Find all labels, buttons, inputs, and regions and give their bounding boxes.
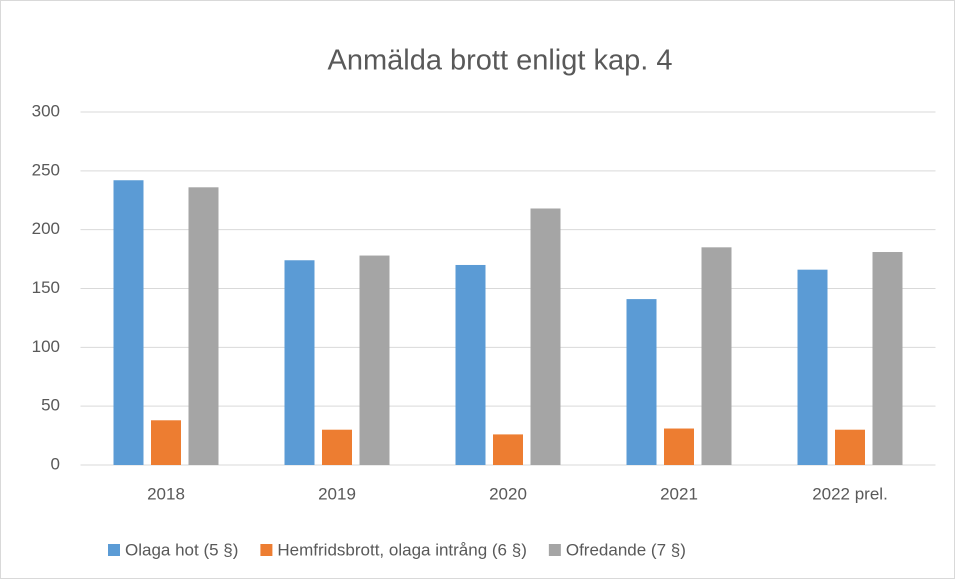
bar <box>797 269 828 465</box>
y-tick-label: 150 <box>32 278 60 297</box>
y-tick-label: 50 <box>41 396 60 415</box>
legend-swatch <box>260 544 273 556</box>
legend-label: Olaga hot (5 §) <box>125 540 238 559</box>
bar <box>151 420 181 465</box>
chart-title: Anmälda brott enligt kap. 4 <box>328 45 673 77</box>
bar <box>113 180 144 465</box>
bar <box>493 434 523 465</box>
legend-label: Ofredande (7 §) <box>566 540 686 559</box>
y-tick-label: 300 <box>32 101 60 120</box>
y-tick-label: 250 <box>32 160 60 179</box>
bar <box>664 428 694 465</box>
x-tick-label: 2018 <box>147 484 185 503</box>
x-tick-label: 2021 <box>660 484 698 503</box>
bar <box>872 252 903 465</box>
x-tick-label: 2019 <box>318 484 356 503</box>
bar <box>530 208 561 465</box>
bar <box>626 299 657 465</box>
legend-swatch <box>548 544 561 556</box>
y-tick-label: 0 <box>51 454 60 473</box>
legend-swatch <box>108 544 120 556</box>
bar <box>284 260 315 465</box>
y-tick-label: 100 <box>32 337 60 356</box>
x-tick-label: 2020 <box>489 484 527 503</box>
bar <box>455 264 486 465</box>
bar <box>701 247 732 465</box>
bar <box>359 255 390 465</box>
bar <box>835 429 865 465</box>
legend-label: Hemfridsbrott, olaga intrång (6 §) <box>277 540 526 559</box>
bar <box>322 429 352 465</box>
bar <box>188 187 219 465</box>
x-tick-label: 2022 prel. <box>812 484 888 503</box>
y-tick-label: 200 <box>32 219 60 238</box>
